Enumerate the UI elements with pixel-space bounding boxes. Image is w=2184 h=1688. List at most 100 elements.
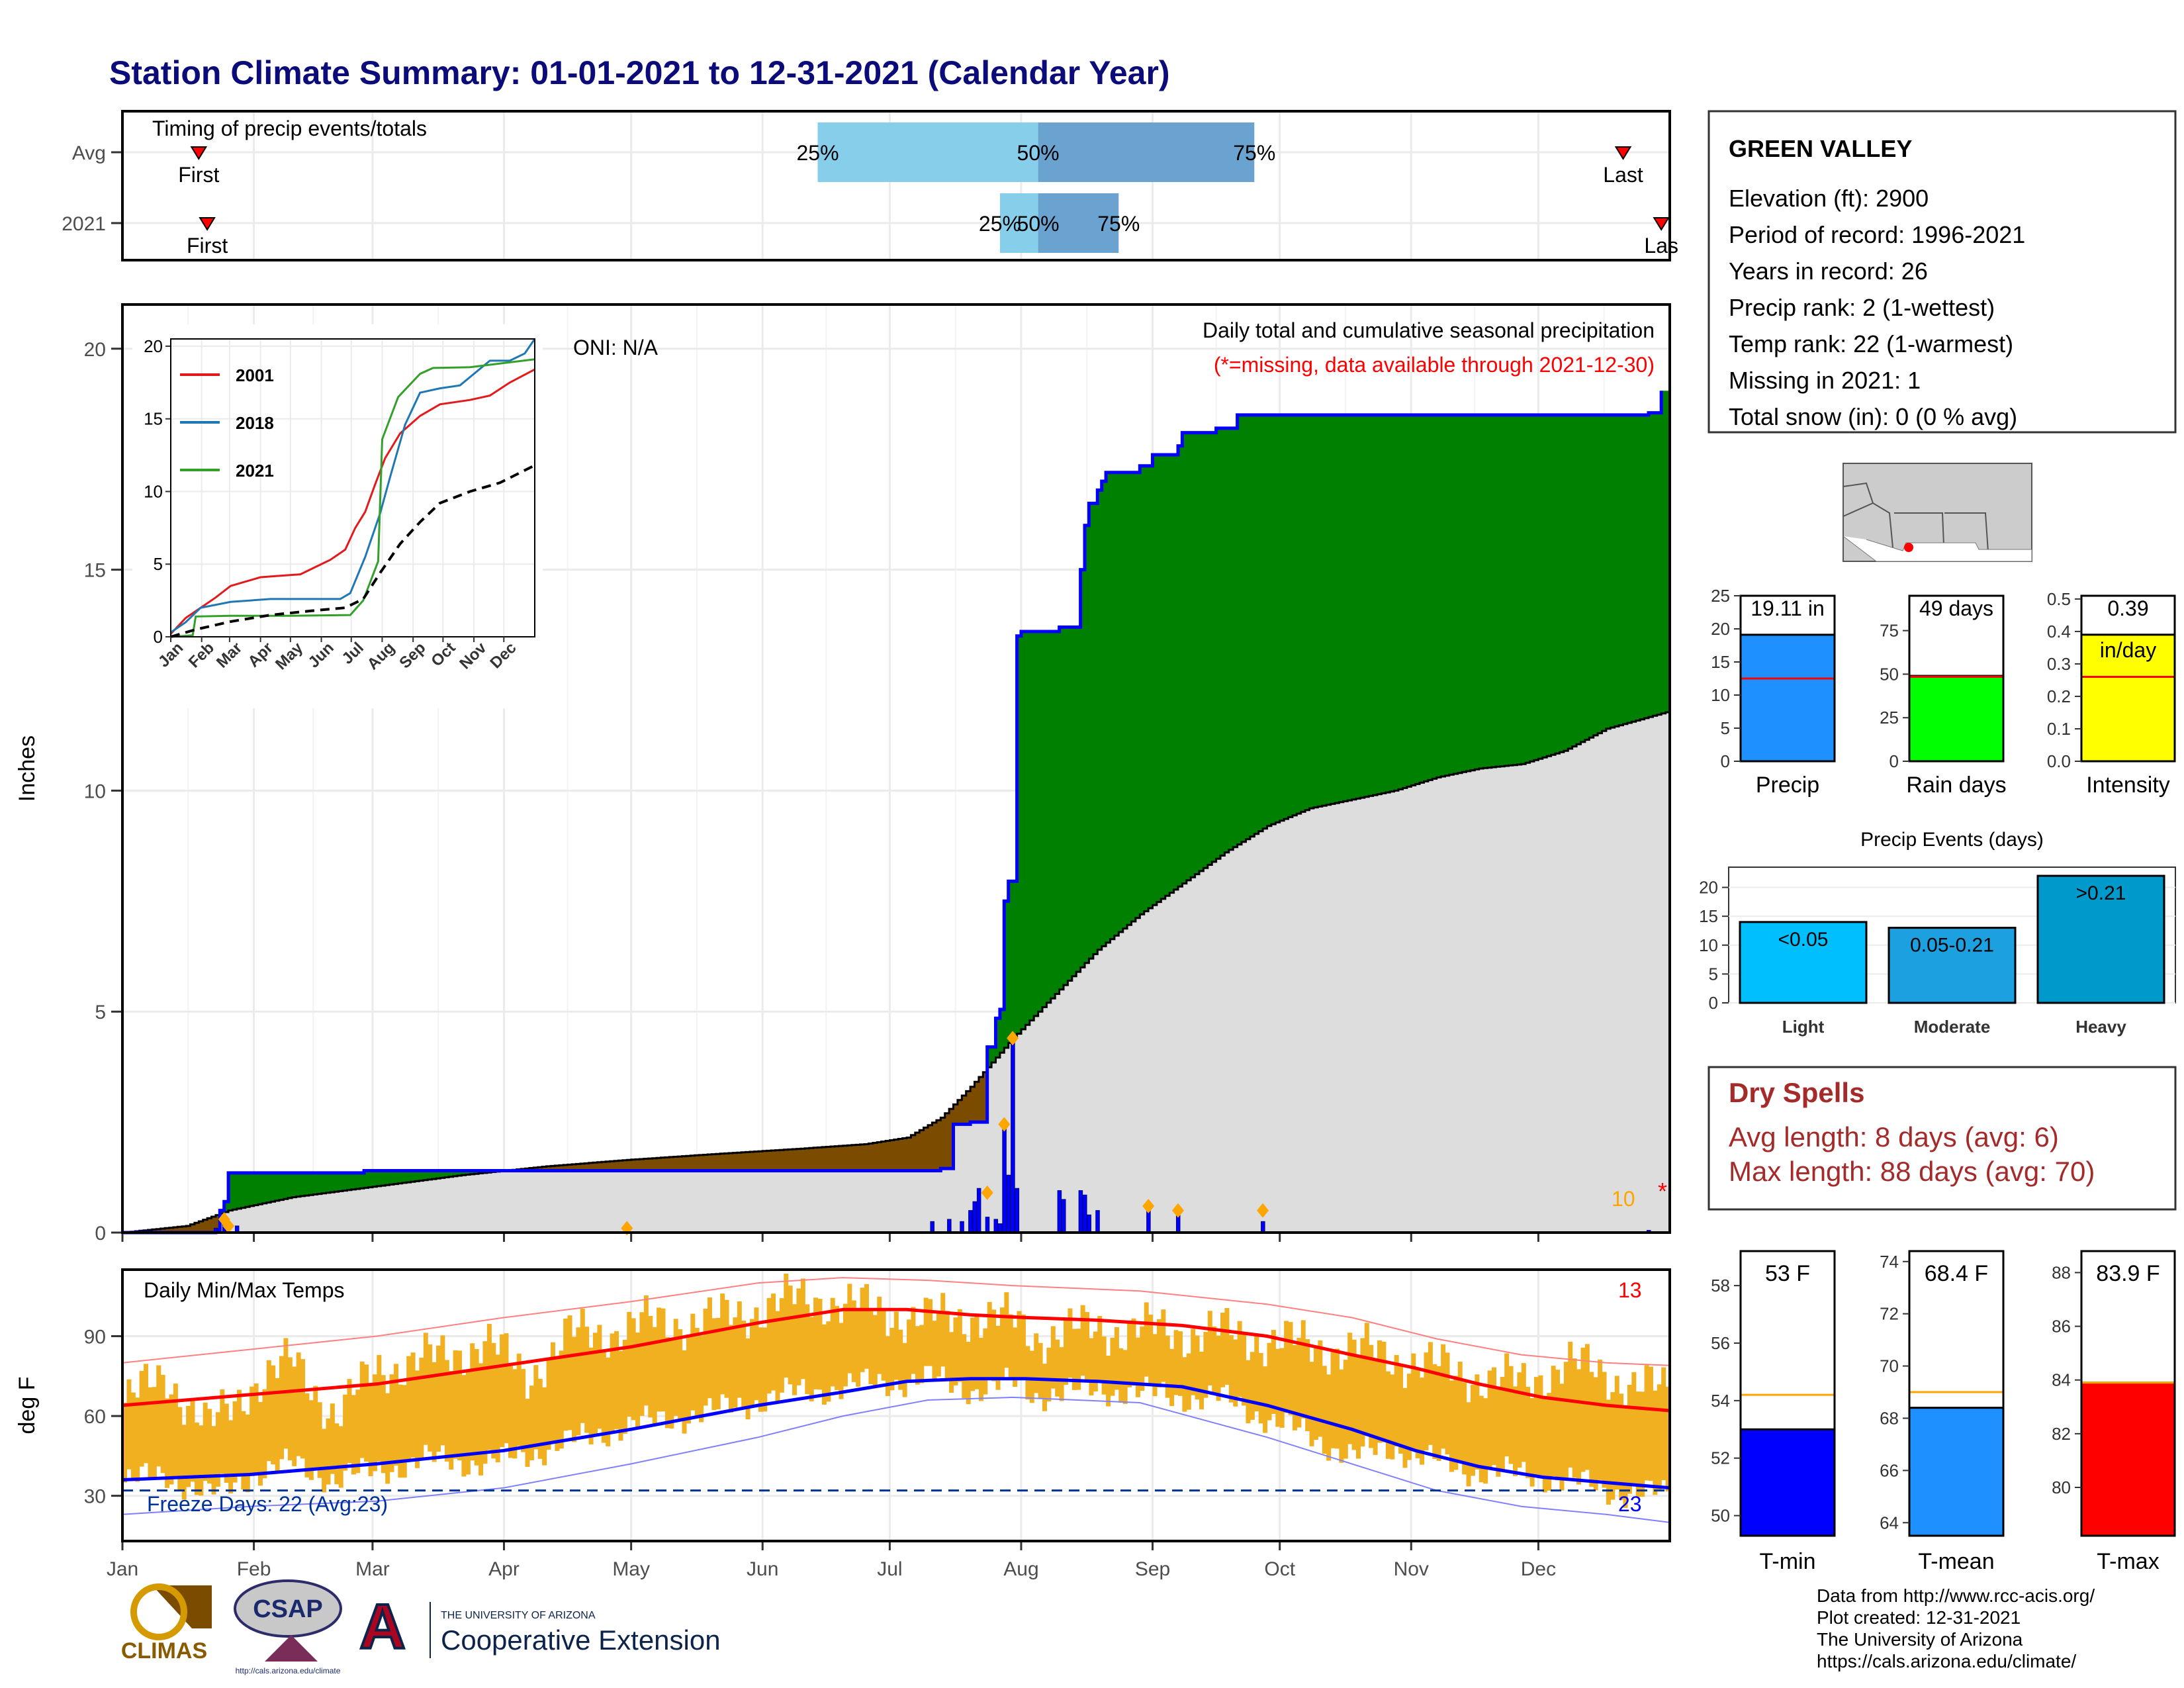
ua-logo-letter: A — [359, 1591, 405, 1662]
daily-precip-bar-17 — [1062, 1199, 1066, 1233]
record-max-line — [122, 1277, 1670, 1366]
temp-range-bar — [835, 1305, 840, 1390]
temp-range-bar — [1228, 1335, 1234, 1403]
temp-range-bar — [1441, 1344, 1446, 1449]
temp-range-bar — [860, 1288, 865, 1372]
record-precip-marker-5 — [1007, 1031, 1019, 1046]
temp-range-bar — [1216, 1335, 1221, 1401]
month-label-oct: Oct — [1264, 1558, 1295, 1580]
temp-range-bar — [334, 1423, 340, 1485]
temp-range-bar — [1305, 1339, 1310, 1432]
totals-ytick-label-2-1: 0.1 — [2047, 719, 2071, 739]
temp-range-bar — [300, 1359, 306, 1459]
climas-logo-ring — [130, 1583, 187, 1640]
temp-range-bar — [1059, 1347, 1064, 1401]
temp-range-bar — [1263, 1366, 1268, 1433]
temp-range-bar — [173, 1383, 178, 1477]
temp-range-bar — [1406, 1374, 1412, 1460]
temp-range-bar — [872, 1315, 878, 1386]
precip-subtitle: (*=missing, data available through 2021-… — [1214, 353, 1655, 377]
oni-label: ONI: N/A — [573, 336, 659, 359]
temp-range-bar — [1462, 1382, 1467, 1475]
events-ytick-label-0: 0 — [1709, 993, 1718, 1013]
tsum-category-2: T-max — [2097, 1549, 2159, 1574]
temp-range-bar — [1479, 1395, 1484, 1483]
temp-range-bar — [737, 1301, 742, 1398]
timing-bar-lower-0 — [817, 122, 1038, 182]
temp-range-bar — [1279, 1348, 1285, 1428]
temp-range-bar — [199, 1425, 204, 1496]
temp-range-bar — [1487, 1370, 1492, 1468]
totals-ytick-label-1-3: 75 — [1880, 621, 1899, 641]
temp-range-bar — [733, 1317, 738, 1408]
temp-range-bar — [622, 1339, 627, 1434]
tsum-bar-t-mean — [1908, 1407, 2005, 1537]
inset-ytick-label-4: 20 — [144, 336, 163, 356]
temp-range-bar — [999, 1307, 1005, 1378]
temp-range-bar — [1559, 1383, 1565, 1491]
temp-range-bar — [1385, 1371, 1390, 1459]
totals-ytick-label-2-5: 0.5 — [2047, 589, 2071, 609]
temp-range-bar — [1004, 1292, 1009, 1368]
temp-range-bar — [877, 1296, 882, 1374]
timing-first-marker-0 — [190, 146, 208, 160]
temp-range-bar — [279, 1356, 285, 1460]
temp-range-bar — [317, 1402, 322, 1478]
temp-range-bar — [1080, 1305, 1085, 1376]
temp-range-bar — [1127, 1321, 1132, 1387]
temp-range-bar — [529, 1385, 534, 1460]
temp-range-bar — [1038, 1342, 1043, 1399]
temp-range-bar — [821, 1324, 827, 1405]
temp-range-bar — [1089, 1338, 1094, 1395]
temp-range-bar — [1517, 1372, 1522, 1468]
temp-range-bar — [567, 1315, 572, 1430]
inset-legend-label-2001: 2001 — [236, 365, 274, 385]
temp-range-bar — [410, 1352, 416, 1458]
temp-range-bar — [1415, 1368, 1420, 1458]
daily-precip-bar-16 — [1057, 1190, 1062, 1233]
temp-range-bar — [1500, 1376, 1505, 1471]
tsum-ytick-label-2-1: 82 — [2052, 1424, 2071, 1444]
temp-range-bar — [1525, 1386, 1531, 1478]
tsum-ytick-label-0-0: 50 — [1711, 1506, 1730, 1526]
temp-range-bar — [283, 1338, 289, 1449]
temp-range-bar — [186, 1405, 191, 1487]
temp-range-bar — [750, 1319, 755, 1408]
totals-value-label-2: 0.39 — [2107, 596, 2148, 620]
record-precip-marker-7 — [1171, 1203, 1184, 1218]
temp-range-bar — [580, 1308, 585, 1423]
timing-last-marker-0 — [1614, 146, 1632, 160]
temp-range-bar — [669, 1338, 674, 1429]
temp-range-bar — [983, 1328, 988, 1395]
temp-range-bar — [1542, 1399, 1547, 1493]
temp-range-bar — [745, 1338, 751, 1420]
tsum-ytick-label-2-4: 88 — [2052, 1262, 2071, 1282]
totals-category-1: Rain days — [1906, 773, 2006, 798]
temp-range-bar — [792, 1304, 797, 1395]
daily-precip-bar-20 — [1087, 1214, 1091, 1233]
temp-range-bar — [1602, 1372, 1607, 1488]
totals-bar-intensity — [2080, 633, 2176, 763]
timing-pct-label-1-1: 50% — [1017, 212, 1060, 236]
totals-category-2: Intensity — [2086, 773, 2170, 798]
temp-range-bar — [389, 1374, 394, 1472]
temp-range-bar — [932, 1321, 937, 1381]
temp-range-bar — [432, 1362, 437, 1462]
temp-range-bar — [1013, 1327, 1018, 1387]
daily-precip-bar-3 — [930, 1221, 934, 1233]
temp-range-bar — [758, 1327, 763, 1412]
daily-precip-bar-10 — [993, 1219, 999, 1233]
temp-range-bar — [326, 1418, 331, 1485]
footer-credit-0: Data from http://www.rcc-acis.org/ — [1817, 1585, 2095, 1606]
temp-range-bar — [936, 1311, 941, 1377]
temp-range-bar — [423, 1333, 428, 1445]
temp-range-bar — [1212, 1326, 1217, 1395]
temp-range-bar — [1246, 1360, 1251, 1424]
temp-range-bar — [1610, 1392, 1615, 1500]
temp-range-bar — [470, 1343, 475, 1461]
inset-ytick-label-3: 15 — [144, 409, 163, 429]
timing-last-marker-1 — [1653, 217, 1670, 231]
temp-range-bar — [1148, 1314, 1154, 1385]
temp-range-bar — [1237, 1321, 1242, 1397]
